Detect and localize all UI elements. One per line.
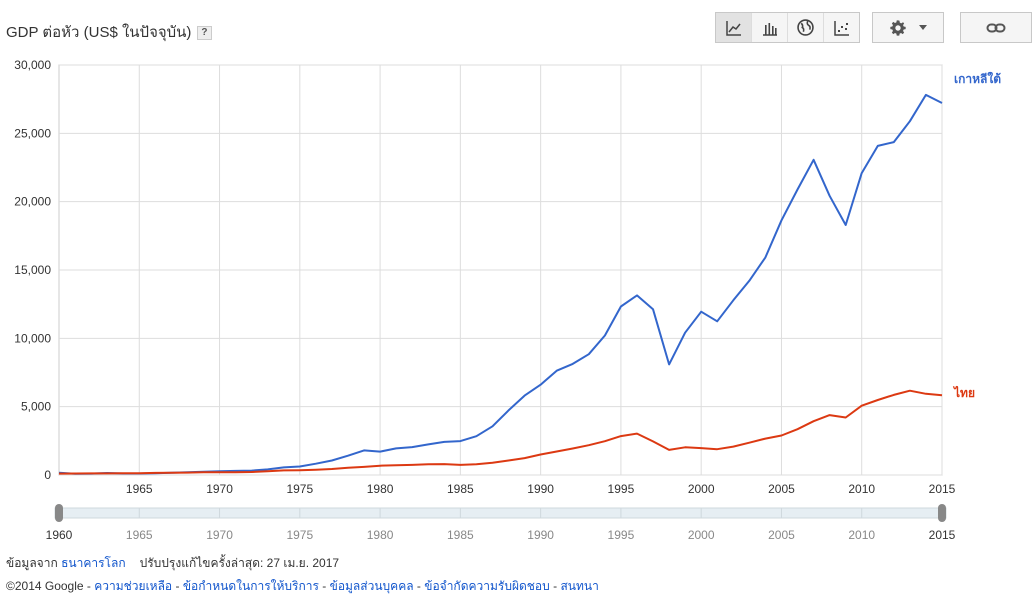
y-tick-label: 5,000 [21,400,51,414]
globe-icon [797,19,814,36]
scatter-icon [833,20,849,36]
plot-labels: 0 5,000 10,000 15,000 20,000 25,000 30,000 1965… [14,58,1001,496]
last-updated: ปรับปรุงแก้ไขครั้งล่าสุด: 27 เม.ย. 2017 [139,556,340,570]
source-prefix: ข้อมูลจาก [6,556,58,570]
chart-title-text: GDP ต่อหัว (US$ ในปัจจุบัน) [6,24,192,41]
separator: - [549,579,561,593]
discuss-link[interactable]: สนทนา [560,579,599,593]
x-tick-label: 1975 [286,482,313,496]
slider-tick-label: 2005 [768,528,795,542]
slider-handle-start[interactable] [55,504,63,522]
slider-start-label: 1960 [46,528,73,542]
link-button[interactable] [960,12,1032,43]
slider-track [54,507,947,519]
source-line: ข้อมูลจาก ธนาคารโลก ปรับปรุงแก้ไขครั้งล่า… [6,554,339,573]
series-label-0: เกาหลีใต้ [954,71,1001,86]
chart-type-toolbar [715,12,860,43]
slider-tick-label: 1975 [286,528,313,542]
copyright: ©2014 Google - [6,579,95,593]
slider-tick-label: 2000 [688,528,715,542]
x-tick-label: 2005 [768,482,795,496]
terms-link[interactable]: ข้อกำหนดในการให้บริการ [182,579,319,593]
x-tick-label: 2010 [848,482,875,496]
y-tick-label: 30,000 [14,58,51,72]
x-tick-label: 1965 [126,482,153,496]
x-tick-label: 1995 [608,482,635,496]
link-icon [986,23,1006,32]
plot-lines [58,93,943,475]
x-tick-label: 2000 [688,482,715,496]
separator: - [172,579,183,593]
slider-tick-label: 1985 [447,528,474,542]
slider-tick-label: 1990 [527,528,554,542]
bar-chart-icon [762,22,777,36]
line-chart-button[interactable] [716,13,752,42]
privacy-link[interactable]: ข้อมูลส่วนบุคคล [329,579,414,593]
y-tick-label: 20,000 [14,195,51,209]
copyright-line: ©2014 Google - ความช่วยเหลือ - ข้อกำหนดใ… [6,577,599,596]
y-tick-label: 10,000 [14,331,51,345]
settings-button[interactable] [872,12,944,43]
slider-end-label: 2015 [929,528,956,542]
map-button[interactable] [788,13,824,42]
x-tick-label: 1980 [367,482,394,496]
y-tick-label: 15,000 [14,263,51,277]
line-chart: 0 5,000 10,000 15,000 20,000 25,000 30,000 1965… [14,58,1001,542]
scatter-button[interactable] [824,13,859,42]
x-tick-label: 1970 [206,482,233,496]
slider-tick-label: 1970 [206,528,233,542]
slider-handle-end[interactable] [938,504,946,522]
series-label-1: ไทย [952,385,975,400]
slider-tick-label: 1995 [608,528,635,542]
help-button[interactable]: ? [197,26,212,40]
slider-tick-label: 1980 [367,528,394,542]
chevron-down-icon [919,25,927,30]
chart-title: GDP ต่อหัว (US$ ในปัจจุบัน)? [6,20,212,44]
plot-grid [58,64,943,476]
separator: - [318,579,330,593]
slider-tick-label: 2010 [848,528,875,542]
x-tick-label: 2015 [929,482,956,496]
y-tick-label: 25,000 [14,126,51,140]
range-slider[interactable]: 1965 1970 1975 1980 1985 1990 1995 2000 2005 2010… [46,504,956,542]
source-link[interactable]: ธนาคารโลก [61,556,126,570]
separator: - [413,579,425,593]
y-tick-label: 0 [44,468,51,482]
x-tick-label: 1990 [527,482,554,496]
line-chart-icon [725,20,741,36]
help-link[interactable]: ความช่วยเหลือ [94,579,173,593]
bar-chart-button[interactable] [752,13,788,42]
x-tick-label: 1985 [447,482,474,496]
gear-icon [890,19,906,36]
series-line-1 [58,389,943,475]
series-line-0 [58,93,943,475]
slider-tick-label: 1965 [126,528,153,542]
disclaimer-link[interactable]: ข้อจำกัดความรับผิดชอบ [424,579,550,593]
